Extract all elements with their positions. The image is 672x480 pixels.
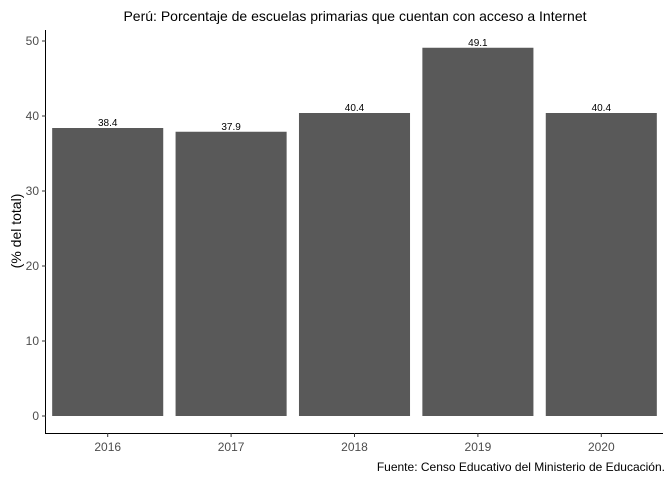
bars-layer bbox=[52, 47, 657, 416]
source-caption: Fuente: Censo Educativo del Ministerio d… bbox=[377, 460, 665, 474]
x-ticks-layer: 2016 2017 2018 2019 2020 bbox=[94, 433, 615, 454]
bar-2017 bbox=[175, 131, 287, 416]
y-tick-label-10: 10 bbox=[26, 334, 40, 348]
y-tick-label-50: 50 bbox=[26, 34, 40, 48]
bar-value-label-2017: 37.9 bbox=[221, 122, 241, 133]
bar-2019 bbox=[422, 47, 534, 416]
bar-value-label-2020: 40.4 bbox=[592, 103, 612, 114]
bar-value-label-2018: 40.4 bbox=[345, 103, 365, 114]
y-tick-label-20: 20 bbox=[26, 259, 40, 273]
bar-value-label-2019: 49.1 bbox=[468, 38, 488, 49]
bar-2020 bbox=[545, 113, 657, 416]
y-ticks-layer: 0 10 20 30 40 50 bbox=[26, 34, 46, 423]
x-tick-label-2020: 2020 bbox=[588, 440, 615, 454]
bar-value-label-2016: 38.4 bbox=[98, 118, 118, 129]
x-tick-label-2018: 2018 bbox=[341, 440, 368, 454]
y-tick-label-40: 40 bbox=[26, 109, 40, 123]
x-tick-label-2019: 2019 bbox=[465, 440, 492, 454]
y-tick-label-30: 30 bbox=[26, 184, 40, 198]
bar-2016 bbox=[52, 128, 164, 416]
x-tick-label-2017: 2017 bbox=[218, 440, 245, 454]
y-tick-label-0: 0 bbox=[32, 409, 39, 423]
y-axis-title: (% del total) bbox=[8, 194, 24, 269]
bar-2018 bbox=[298, 113, 411, 416]
bar-labels-layer: 38.4 37.9 40.4 49.1 40.4 bbox=[98, 38, 612, 133]
x-tick-label-2016: 2016 bbox=[94, 440, 121, 454]
chart-title: Perú: Porcentaje de escuelas primarias q… bbox=[123, 8, 586, 24]
